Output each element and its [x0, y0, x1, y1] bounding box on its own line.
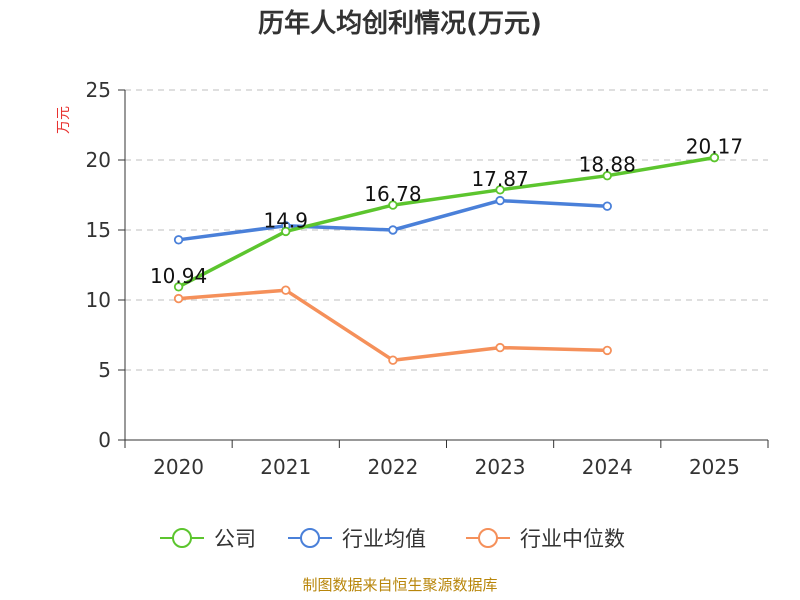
data-point [388, 355, 398, 365]
data-point [495, 185, 505, 195]
x-tick-label: 2023 [475, 455, 526, 479]
legend: 公司 行业均值 行业中位数 [160, 527, 625, 551]
legend-item-1[interactable]: 行业均值 [288, 527, 426, 551]
series-line-2 [178, 288, 608, 362]
x-tick-label: 2021 [260, 455, 311, 479]
source-note: 制图数据来自恒生聚源数据库 [302, 576, 497, 594]
data-label: 16.78 [364, 182, 421, 206]
data-point [602, 201, 612, 211]
data-label: 10.94 [150, 264, 207, 288]
data-point [173, 282, 184, 292]
legend-marker [300, 528, 320, 548]
data-label: 14.9 [263, 208, 308, 232]
legend-marker [172, 528, 192, 548]
legend-label: 行业均值 [342, 527, 426, 551]
data-label: 17.87 [471, 167, 528, 191]
grid [125, 89, 768, 371]
data-point [602, 345, 612, 356]
chart-title: 历年人均创利情况(万元) [258, 8, 542, 39]
data-label: 18.88 [579, 153, 636, 177]
y-tick-label: 0 [98, 428, 111, 452]
data-point [173, 235, 184, 245]
y-tick-label: 5 [98, 358, 111, 382]
legend-item-2[interactable]: 行业中位数 [466, 527, 625, 551]
data-point [495, 195, 505, 206]
legend-label: 行业中位数 [520, 527, 625, 551]
legend-label: 公司 [214, 527, 256, 551]
x-tick-label: 2024 [582, 455, 633, 479]
data-point [173, 293, 184, 304]
series-group [173, 152, 720, 365]
y-axis-label: 万元 [56, 106, 72, 134]
legend-marker [478, 528, 498, 548]
x-tick-label: 2025 [689, 455, 740, 479]
y-tick-label: 15 [86, 218, 111, 242]
data-point [709, 152, 720, 163]
y-tick-label: 10 [86, 288, 111, 312]
y-tick-label: 20 [86, 148, 111, 172]
data-point [495, 342, 505, 353]
data-point [281, 226, 291, 237]
x-tick-label: 2020 [153, 455, 204, 479]
y-tick-label: 25 [86, 78, 111, 102]
data-point [602, 170, 612, 181]
x-tick-label: 2022 [367, 455, 418, 479]
legend-item-0[interactable]: 公司 [160, 527, 256, 551]
data-point [281, 285, 291, 295]
data-point [388, 225, 398, 235]
data-point [388, 200, 398, 210]
data-labels: 10.94 14.9 16.78 17.87 18.88 20.17 [150, 135, 743, 288]
data-label: 20.17 [686, 135, 743, 159]
series-line-0 [177, 155, 715, 289]
